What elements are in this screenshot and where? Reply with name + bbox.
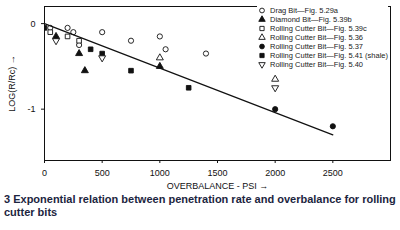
html-text:Rolling Cutter Bit—Fig. 5.40: Rolling Cutter Bit—Fig. 5.40 (270, 60, 363, 69)
svg-text:2000: 2000 (265, 168, 285, 178)
html-text:Drag Bit—Fig. 5.29a: Drag Bit—Fig. 5.29a (270, 6, 338, 15)
svg-text:1000: 1000 (150, 168, 170, 178)
svg-text:LOG(R/Rc) →: LOG(R/Rc) → (7, 55, 17, 112)
svg-text:-1: -1 (27, 104, 35, 114)
svg-text:0: 0 (30, 18, 35, 28)
svg-text:OVERBALANCE - PSI →: OVERBALANCE - PSI → (167, 181, 269, 191)
html-text:3 Exponential relation between: 3 Exponential relation between penetrati… (4, 193, 396, 218)
svg-text:1500: 1500 (207, 168, 227, 178)
html-text:Rolling Cutter Bit—Fig. 5.39c: Rolling Cutter Bit—Fig. 5.39c (270, 24, 367, 33)
svg-text:500: 500 (95, 168, 110, 178)
svg-text:2500: 2500 (323, 168, 343, 178)
html-text:Rolling Cutter Bit—Fig. 5.36: Rolling Cutter Bit—Fig. 5.36 (270, 33, 363, 42)
html-text:Rolling Cutter Bit—Fig. 5.37: Rolling Cutter Bit—Fig. 5.37 (270, 42, 363, 51)
html-text:Diamond Bit—Fig. 5.39b: Diamond Bit—Fig. 5.39b (270, 15, 352, 24)
svg-text:0: 0 (42, 168, 47, 178)
html-text:Rolling Cutter Bit—Fig. 5.41 (: Rolling Cutter Bit—Fig. 5.41 (shale) (270, 51, 388, 60)
